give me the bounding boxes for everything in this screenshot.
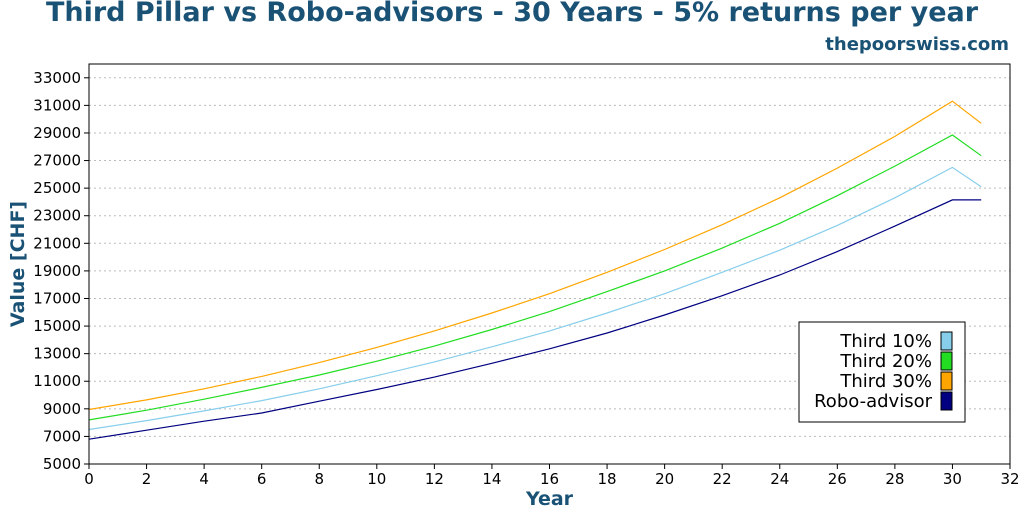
legend-label: Third 20% — [839, 351, 932, 372]
x-axis-title: Year — [525, 488, 574, 510]
y-tick-label: 31000 — [33, 96, 81, 114]
y-tick-label: 13000 — [33, 345, 81, 363]
y-tick-label: 19000 — [33, 262, 81, 280]
y-tick-label: 11000 — [33, 372, 81, 390]
series-line-third-10 — [88, 166, 982, 431]
y-tick-label: 7000 — [43, 427, 81, 445]
series-lines — [88, 100, 982, 440]
legend-swatch — [940, 331, 953, 351]
x-tick-label: 20 — [655, 470, 674, 488]
series-line-third-20 — [88, 134, 982, 421]
x-tick-label: 30 — [943, 470, 962, 488]
chart-title: Third Pillar vs Robo-advisors - 30 Years… — [45, 0, 979, 28]
series-line-robo-advisor — [88, 199, 982, 440]
legend-label: Third 30% — [839, 371, 932, 392]
legend-label: Third 10% — [839, 331, 932, 352]
legend-box — [798, 321, 966, 423]
x-tick-label: 28 — [885, 470, 904, 488]
x-tick-label: 10 — [367, 470, 386, 488]
x-tick-label: 12 — [425, 470, 444, 488]
y-axis-title: Value [CHF] — [7, 201, 29, 327]
y-tick-label: 5000 — [43, 455, 81, 473]
grid-lines — [89, 77, 1010, 437]
series-line-third-30 — [88, 100, 982, 411]
y-tick-label: 33000 — [33, 69, 81, 87]
y-tick-label: 15000 — [33, 317, 81, 335]
x-tick-label: 26 — [828, 470, 847, 488]
x-tick-label: 18 — [598, 470, 617, 488]
legend-swatch — [940, 391, 953, 411]
x-tick-label: 16 — [540, 470, 559, 488]
y-tick-label: 27000 — [33, 152, 81, 170]
x-tick-label: 4 — [199, 470, 209, 488]
y-tick-label: 21000 — [33, 234, 81, 252]
legend: Third 10%Third 20%Third 30%Robo-advisor — [798, 321, 966, 423]
y-tick-label: 25000 — [33, 179, 81, 197]
x-tick-label: 0 — [84, 470, 94, 488]
x-tick-label: 32 — [1000, 470, 1019, 488]
x-tick-label: 24 — [770, 470, 789, 488]
x-tick-label: 14 — [482, 470, 501, 488]
y-tick-label: 23000 — [33, 207, 81, 225]
legend-swatch — [940, 351, 953, 371]
x-tick-label: 6 — [257, 470, 267, 488]
x-tick-label: 8 — [314, 470, 324, 488]
x-tick-label: 22 — [713, 470, 732, 488]
y-tick-label: 17000 — [33, 289, 81, 307]
x-axis: 0 2 4 6 8 10 12 14 16 18 20 22 24 26 28 30 32 — [84, 464, 1020, 488]
x-tick-label: 2 — [142, 470, 152, 488]
legend-swatch — [940, 371, 953, 391]
source-label: thepoorswiss.com — [825, 34, 1009, 55]
legend-label: Robo-advisor — [814, 391, 932, 412]
y-tick-label: 9000 — [43, 400, 81, 418]
y-tick-label: 29000 — [33, 124, 81, 142]
y-axis: 5000 7000 9000 11000 13000 15000 17000 19000 210… — [33, 69, 89, 473]
